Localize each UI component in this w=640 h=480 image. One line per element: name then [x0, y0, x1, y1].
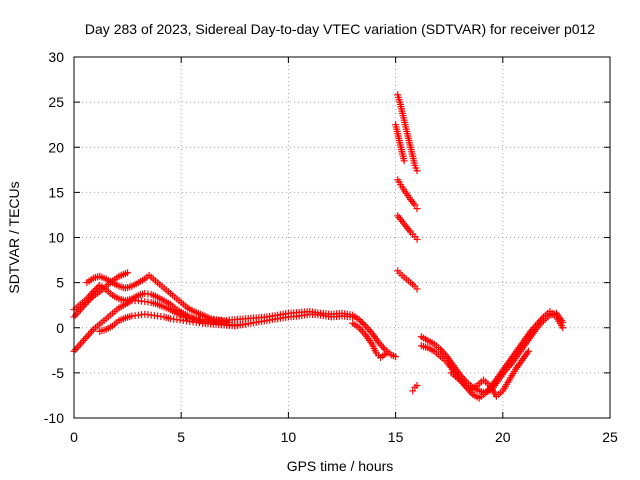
data-point: [72, 311, 80, 319]
x-tick-label: 10: [281, 429, 297, 445]
y-tick-label: 30: [48, 49, 64, 65]
data-point: [83, 298, 91, 306]
data-point: [80, 336, 88, 344]
data-point: [81, 335, 89, 343]
series-track-m: [409, 382, 421, 395]
data-point: [392, 353, 400, 361]
data-point: [536, 317, 544, 325]
data-point: [78, 338, 86, 346]
data-point: [358, 319, 366, 327]
y-tick-label: 25: [48, 94, 64, 110]
grid: [74, 57, 610, 418]
data-point: [73, 309, 81, 317]
data-point: [75, 342, 83, 350]
data-point: [525, 347, 533, 355]
data-point: [355, 316, 363, 324]
data-point: [357, 326, 365, 334]
x-axis-label: GPS time / hours: [287, 458, 394, 474]
data-point: [363, 324, 371, 332]
series-track-c: [83, 271, 232, 326]
data-point: [413, 382, 421, 390]
y-axis-label: SDTVAR / TECUs: [6, 181, 22, 293]
data-point: [88, 327, 96, 335]
data-point: [379, 344, 387, 352]
data-point: [383, 349, 391, 357]
x-tick-label: 25: [602, 429, 618, 445]
data-point: [93, 284, 101, 292]
data-point: [413, 167, 421, 175]
data-point: [86, 295, 94, 303]
data-point: [538, 315, 546, 323]
data-point: [360, 320, 368, 328]
data-point: [559, 324, 567, 332]
data-point: [83, 333, 91, 341]
series-track-d: [70, 297, 250, 355]
axis-ticks: 0 5 10 15 20 25 -10 -5 0 5 10 15 20 25 30: [44, 49, 618, 445]
x-tick-label: 0: [70, 429, 78, 445]
series-track-h: [394, 91, 421, 175]
data-point: [438, 347, 446, 355]
data-points: [70, 91, 567, 402]
series-track-o: [417, 308, 567, 402]
data-point: [378, 342, 386, 350]
data-point: [358, 327, 366, 335]
data-point: [76, 340, 84, 348]
x-tick-label: 20: [495, 429, 511, 445]
y-tick-label: 15: [48, 184, 64, 200]
data-point: [413, 285, 421, 293]
data-point: [357, 317, 365, 325]
x-tick-label: 5: [177, 429, 185, 445]
x-tick-label: 15: [388, 429, 404, 445]
data-point: [365, 326, 373, 334]
y-tick-label: 20: [48, 139, 64, 155]
data-point: [124, 269, 132, 277]
y-tick-label: 5: [56, 275, 64, 291]
data-point: [72, 345, 80, 353]
y-tick-label: -5: [52, 365, 65, 381]
chart-title: Day 283 of 2023, Sidereal Day-to-day VTE…: [85, 21, 595, 37]
data-point: [78, 304, 86, 312]
data-point: [86, 329, 94, 337]
series-track-l: [394, 267, 421, 293]
series-track-j: [394, 176, 421, 213]
data-point: [84, 297, 92, 305]
y-tick-label: 0: [56, 320, 64, 336]
data-point: [533, 320, 541, 328]
data-point: [413, 235, 421, 243]
y-tick-label: 10: [48, 230, 64, 246]
data-point: [400, 157, 408, 165]
data-point: [535, 318, 543, 326]
data-point: [88, 294, 96, 302]
data-point: [411, 201, 419, 209]
series-track-g: [349, 319, 391, 362]
data-point: [413, 205, 421, 213]
data-point: [80, 302, 88, 310]
y-tick-label: -10: [44, 410, 64, 426]
series-track-p: [447, 347, 533, 400]
data-point: [84, 331, 92, 339]
data-point: [362, 322, 370, 330]
data-point: [409, 387, 417, 395]
series-track-i: [392, 121, 408, 165]
series-track-k: [394, 212, 421, 243]
data-point: [440, 349, 448, 357]
data-point: [531, 322, 539, 330]
data-point: [73, 344, 81, 352]
